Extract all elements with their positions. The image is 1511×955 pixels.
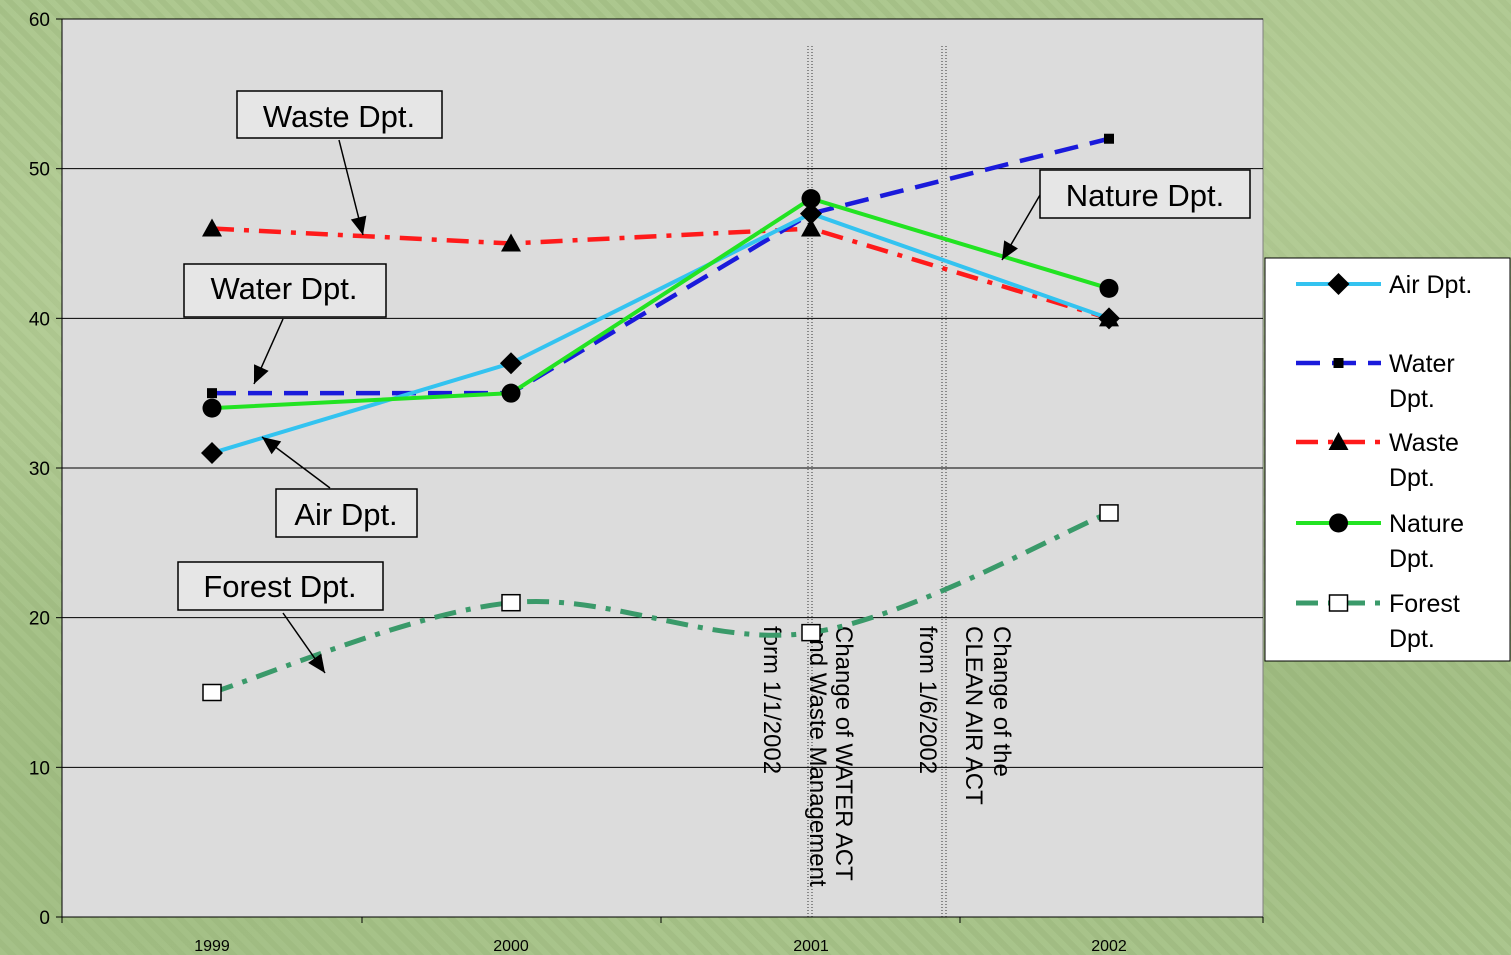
legend-label: Forest [1389, 590, 1460, 618]
data-point [202, 398, 222, 418]
callout-arrow-air-head [262, 437, 282, 455]
callout-box-waste [236, 90, 443, 139]
legend-label: Water [1389, 350, 1455, 378]
data-point [800, 202, 822, 225]
series-line [211, 226, 1110, 321]
data-point [801, 623, 821, 642]
series-line [211, 211, 1110, 455]
callout-label-water: Water Dpt. [211, 271, 358, 306]
legend-box [1264, 257, 1511, 662]
event-text-water-act: form 1/1/2002 [758, 626, 785, 774]
data-point [1104, 133, 1114, 144]
callout-box-forest [177, 561, 384, 611]
legend-entry: Waste Dpt. [1296, 429, 1459, 492]
data-point [202, 683, 222, 702]
series-air-dpt- [201, 202, 1120, 465]
data-point [500, 352, 522, 375]
callout-box-air [275, 488, 418, 538]
y-tick-label: 30 [29, 459, 50, 480]
data-point [801, 218, 821, 237]
data-point [501, 593, 521, 612]
callout-arrow-nature-head [1002, 240, 1018, 260]
callout-box-water [183, 263, 387, 318]
legend-swatch-marker [1329, 513, 1348, 533]
callout-box-nature [1039, 169, 1251, 219]
x-tick-label: 2002 [1091, 938, 1127, 955]
y-tick-label: 20 [29, 609, 50, 630]
data-point [501, 233, 521, 252]
legend-label: Dpt. [1389, 464, 1435, 492]
legend-label: Dpt. [1389, 625, 1435, 653]
callout-arrow-forest-head [308, 653, 325, 673]
y-tick-label: 0 [39, 908, 50, 929]
legend-label: Dpt. [1389, 385, 1435, 413]
gridlines [62, 18, 1263, 768]
legend: Air Dpt.WaterDpt.WasteDpt.NatureDpt.Fore… [1264, 257, 1511, 662]
legend-entry: Nature Dpt. [1296, 510, 1464, 573]
axes: 0 10 20 30 40 50 60 1999 2000 2001 2002 [29, 10, 1264, 955]
data-point [201, 442, 223, 465]
annotations: Waste Dpt. Water Dpt. Air Dpt. Forest Dpt. N… [177, 90, 1251, 674]
y-tick-label: 50 [29, 160, 50, 181]
event-text-water-act: Change of WATER ACT [830, 626, 857, 881]
callout-label-air: Air Dpt. [294, 497, 397, 532]
x-tick-label: 2001 [793, 938, 829, 955]
series-layer [201, 133, 1120, 702]
legend-label: Dpt. [1389, 545, 1435, 573]
legend-label: Air Dpt. [1389, 271, 1472, 299]
legend-swatch-marker [1327, 273, 1350, 295]
event-text-clean-air-act: from 1/6/2002 [914, 626, 941, 774]
series-line [211, 510, 1110, 695]
legend-swatch-marker [1328, 594, 1349, 612]
data-point [1099, 504, 1119, 522]
legend-swatch-marker [1333, 358, 1344, 368]
event-text-clean-air-act: CLEAN AIR ACT [960, 626, 987, 805]
series-line [212, 136, 1110, 396]
legend-swatch-marker [1328, 432, 1349, 450]
data-point [207, 388, 217, 399]
series-nature-dpt- [202, 189, 1119, 418]
y-tick-label: 10 [29, 758, 50, 779]
y-tick-label: 40 [29, 309, 50, 330]
legend-entry: Air Dpt. [1296, 271, 1472, 299]
callout-label-nature: Nature Dpt. [1066, 178, 1225, 213]
callout-label-waste: Waste Dpt. [263, 99, 415, 134]
legend-label: Nature [1389, 510, 1464, 538]
event-text-clean-air-act: Change of the [988, 626, 1015, 777]
data-point [202, 218, 222, 237]
y-tick-label: 60 [29, 10, 50, 31]
legend-entry: Water Dpt. [1296, 350, 1455, 413]
data-point [1099, 278, 1119, 298]
data-point [1098, 307, 1120, 330]
data-point [501, 383, 521, 403]
series-forest-dpt- [202, 504, 1119, 702]
x-tick-label: 2000 [493, 938, 529, 955]
x-tick-label: 1999 [194, 938, 230, 955]
callout-label-forest: Forest Dpt. [203, 569, 356, 604]
data-point [801, 189, 821, 209]
event-text-water-act: and Waste Management [804, 626, 831, 887]
series-line [211, 196, 1110, 411]
callout-arrow-water-head [254, 364, 269, 384]
legend-label: Waste [1389, 429, 1459, 457]
legend-entry: Forest Dpt. [1296, 590, 1460, 653]
callout-arrow-waste-head [350, 215, 367, 235]
